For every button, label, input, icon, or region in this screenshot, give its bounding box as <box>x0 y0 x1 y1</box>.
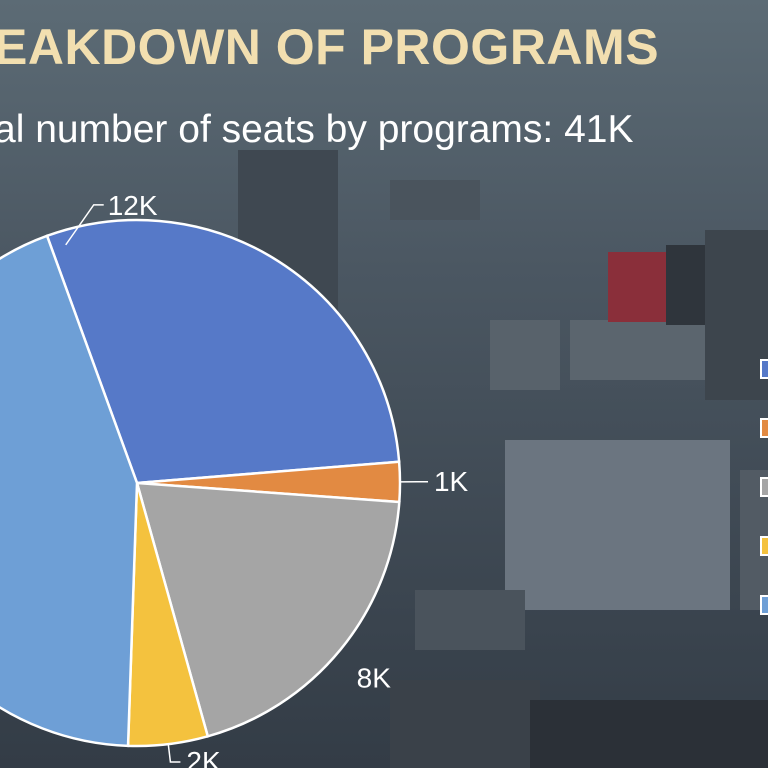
leader-line-1 <box>65 204 104 246</box>
legend-swatch-1 <box>760 359 768 379</box>
pie-slice-3 <box>135 481 401 738</box>
legend-swatch-3 <box>760 477 768 497</box>
pie-data-labels: 12K1K8K2K18K <box>65 190 469 768</box>
pie-chart <box>0 218 402 748</box>
legend-swatch-2 <box>760 418 768 438</box>
leader-line-4 <box>167 744 181 763</box>
legend-swatch-4 <box>760 536 768 556</box>
data-label-3: 8K <box>357 662 392 693</box>
data-label-2: 1K <box>434 466 469 497</box>
legend-swatch-5 <box>760 595 768 615</box>
legend <box>760 359 768 615</box>
data-label-1: 12K <box>108 190 158 221</box>
pie-slice-1 <box>45 218 401 485</box>
slide-subtitle: al number of seats by programs: 41K <box>0 108 634 151</box>
pie-slice-5 <box>0 234 139 748</box>
data-label-4: 2K <box>186 746 221 768</box>
slide-title: EAKDOWN OF PROGRAMS <box>0 19 660 75</box>
